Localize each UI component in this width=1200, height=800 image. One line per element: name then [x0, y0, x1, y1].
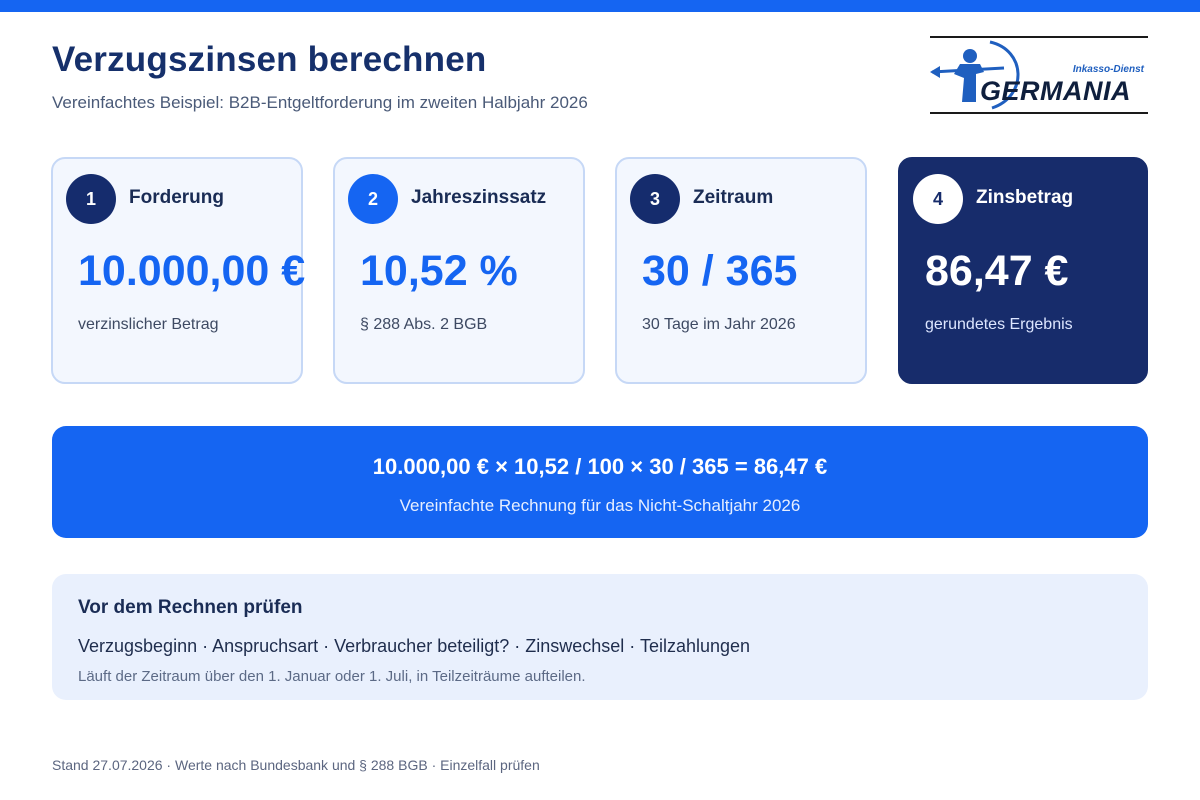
formula-panel: 10.000,00 € × 10,52 / 100 × 30 / 365 = 8… — [52, 426, 1148, 538]
card-label: Zinsbetrag — [976, 187, 1074, 208]
checklist-title: Vor dem Rechnen prüfen — [78, 597, 303, 618]
checklist-items: Verzugsbeginn · Anspruchsart · Verbrauch… — [78, 636, 751, 656]
logo-wordmark: GERMANIA — [980, 76, 1131, 106]
page-subtitle: Vereinfachtes Beispiel: B2B-Entgeltforde… — [52, 93, 588, 112]
card-note: 30 Tage im Jahr 2026 — [642, 316, 796, 333]
card-value: 30 / 365 — [642, 247, 798, 295]
card-note: gerundetes Ergebnis — [925, 316, 1073, 333]
card-zinsbetrag: 4 Zinsbetrag 86,47 € gerundetes Ergebnis — [898, 157, 1148, 384]
card-label: Zeitraum — [693, 187, 774, 208]
formula-text: 10.000,00 € × 10,52 / 100 × 30 / 365 = 8… — [372, 454, 828, 479]
step-badge: 4 — [913, 174, 963, 224]
card-zeitraum: 3 Zeitraum 30 / 365 30 Tage im Jahr 2026 — [615, 157, 867, 384]
checklist-note: Läuft der Zeitraum über den 1. Januar od… — [78, 668, 586, 685]
step-badge: 3 — [630, 174, 680, 224]
page-title: Verzugszinsen berechnen — [52, 40, 487, 79]
footer-note: Stand 27.07.2026 · Werte nach Bundesbank… — [52, 757, 540, 773]
archer-icon — [930, 40, 1020, 110]
top-accent-bar — [0, 0, 1200, 12]
card-note: verzinslicher Betrag — [78, 316, 219, 333]
card-note: § 288 Abs. 2 BGB — [360, 316, 488, 333]
checklist-panel: Vor dem Rechnen prüfen Verzugsbeginn · A… — [52, 574, 1148, 700]
step-badge: 1 — [66, 174, 116, 224]
card-value: 10,52 % — [360, 247, 518, 295]
step-badge: 2 — [348, 174, 398, 224]
card-value: 86,47 € — [925, 247, 1069, 295]
formula-note: Vereinfachte Rechnung für das Nicht-Scha… — [399, 496, 801, 515]
logo-tagline: Inkasso-Dienst — [1072, 64, 1144, 75]
card-value: 10.000,00 € — [78, 247, 306, 295]
card-label: Jahreszinssatz — [411, 187, 547, 208]
card-label: Forderung — [129, 187, 224, 208]
germania-logo: Inkasso-Dienst GERMANIA — [930, 36, 1148, 114]
card-jahreszinssatz: 2 Jahreszinssatz 10,52 % § 288 Abs. 2 BG… — [333, 157, 585, 384]
card-forderung: 1 Forderung 10.000,00 € verzinslicher Be… — [51, 157, 306, 384]
